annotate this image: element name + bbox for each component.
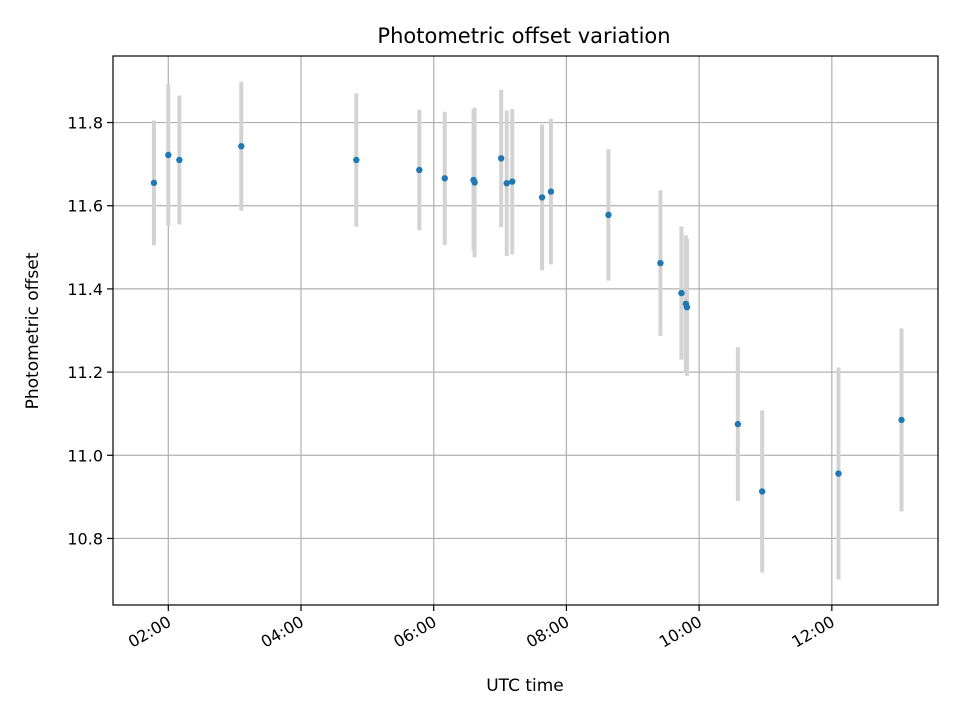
y-axis-ticks: 10.8 11.0 11.2 11.4 11.6 11.8 bbox=[67, 114, 113, 548]
data-point bbox=[605, 211, 612, 219]
data-point bbox=[898, 416, 905, 424]
data-point bbox=[441, 175, 448, 182]
data-point bbox=[657, 259, 664, 267]
y-axis-label: Photometric offset bbox=[23, 252, 43, 409]
data-point bbox=[758, 488, 766, 495]
data-points bbox=[150, 143, 905, 495]
chart-title: Photometric offset variation bbox=[377, 24, 670, 48]
x-axis-label: UTC time bbox=[486, 676, 564, 696]
data-point bbox=[416, 166, 423, 174]
data-point bbox=[165, 151, 172, 159]
data-point bbox=[683, 304, 691, 311]
data-point bbox=[734, 420, 742, 428]
data-point bbox=[471, 179, 478, 186]
data-point bbox=[238, 143, 245, 150]
data-point bbox=[547, 188, 555, 195]
y-tick-label: 11.8 bbox=[67, 114, 103, 133]
grid bbox=[113, 56, 938, 605]
y-tick-label: 11.0 bbox=[67, 446, 103, 465]
plot-frame bbox=[112, 55, 939, 606]
data-point bbox=[835, 470, 842, 477]
data-point bbox=[509, 178, 516, 185]
data-point bbox=[678, 289, 685, 297]
data-point bbox=[150, 179, 158, 187]
y-tick-label: 11.2 bbox=[67, 363, 103, 382]
y-tick-label: 11.4 bbox=[67, 280, 103, 299]
data-point bbox=[176, 156, 183, 164]
data-point bbox=[353, 156, 360, 164]
y-tick-label: 10.8 bbox=[67, 529, 103, 548]
data-point bbox=[538, 194, 546, 201]
data-point bbox=[503, 180, 510, 187]
data-point bbox=[497, 155, 505, 162]
y-tick-label: 11.6 bbox=[67, 197, 103, 216]
